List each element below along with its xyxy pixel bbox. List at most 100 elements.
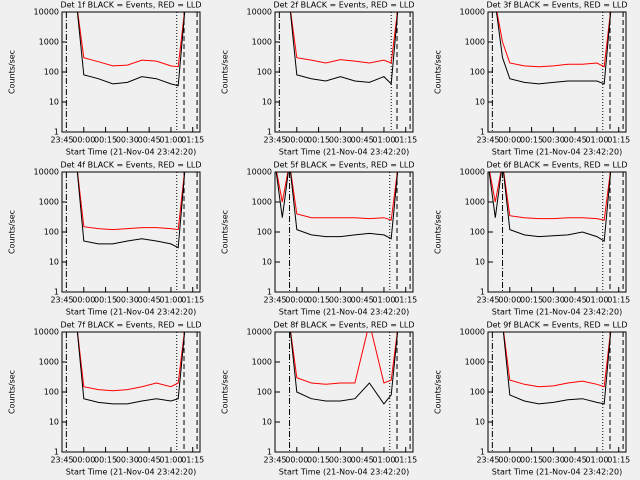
y-tick-label: 10	[49, 418, 59, 427]
y-tick-label: 10000	[34, 168, 59, 177]
x-tick-label: 00:30	[542, 296, 565, 305]
x-tick-label: 00:45	[564, 296, 587, 305]
y-tick-label: 1	[54, 448, 59, 457]
x-tick-label: 00:15	[520, 456, 543, 465]
x-tick-label: 00:15	[94, 136, 117, 145]
y-axis-label: Counts/sec	[221, 370, 230, 414]
y-tick-label: 10000	[460, 8, 485, 17]
x-tick-label: 00:00	[285, 136, 308, 145]
y-tick-label: 100	[257, 388, 272, 397]
panel: Det 5f BLACK = Events, RED = LLD Start Ti…	[221, 161, 418, 317]
x-tick-label: 23:45	[50, 296, 73, 305]
x-tick-label: 00:30	[116, 136, 139, 145]
x-tick-label: 00:00	[285, 456, 308, 465]
panel: Det 7f BLACK = Events, RED = LLD Start Ti…	[8, 321, 205, 477]
x-tick-label: 23:45	[50, 136, 73, 145]
chart-title: Det 3f BLACK = Events, RED = LLD	[486, 1, 627, 10]
x-tick-label: 01:00	[159, 136, 182, 145]
y-tick-label: 100	[257, 228, 272, 237]
x-tick-label: 00:45	[564, 136, 587, 145]
x-tick-label: 23:45	[476, 296, 499, 305]
x-tick-label: 00:00	[285, 296, 308, 305]
x-tick-label: 00:30	[329, 296, 352, 305]
chart-title: Det 4f BLACK = Events, RED = LLD	[60, 161, 201, 170]
y-tick-label: 1	[54, 288, 59, 297]
panel: Det 6f BLACK = Events, RED = LLD Start Ti…	[434, 161, 631, 317]
series-line	[495, 12, 612, 85]
x-tick-label: 00:00	[498, 296, 521, 305]
y-tick-label: 10000	[247, 328, 272, 337]
x-tick-label: 01:00	[159, 456, 182, 465]
series-line	[488, 172, 612, 242]
x-tick-label: 00:45	[138, 456, 161, 465]
y-axis-label: Counts/sec	[8, 50, 17, 94]
y-tick-label: 1000	[465, 38, 485, 47]
x-tick-label: 23:45	[476, 456, 499, 465]
y-tick-label: 10000	[460, 328, 485, 337]
y-tick-label: 1	[480, 448, 485, 457]
chart-title: Det 2f BLACK = Events, RED = LLD	[273, 1, 414, 10]
y-tick-label: 10000	[34, 8, 59, 17]
x-tick-label: 23:45	[476, 136, 499, 145]
series-line	[77, 332, 185, 392]
y-tick-label: 1	[480, 128, 485, 137]
x-tick-label: 00:45	[138, 136, 161, 145]
y-tick-label: 10000	[34, 328, 59, 337]
chart-title: Det 6f BLACK = Events, RED = LLD	[486, 161, 627, 170]
x-tick-label: 23:45	[263, 296, 286, 305]
x-axis-label: Start Time (21-Nov-04 23:42:20)	[66, 148, 196, 157]
y-tick-label: 10	[49, 98, 59, 107]
series-line	[502, 332, 612, 405]
x-tick-label: 01:00	[585, 456, 608, 465]
plot-frame	[274, 331, 414, 453]
y-tick-label: 1000	[252, 38, 272, 47]
x-tick-label: 01:00	[585, 296, 608, 305]
series-line	[275, 172, 399, 240]
y-tick-label: 100	[470, 68, 485, 77]
series-line	[76, 172, 186, 249]
y-tick-label: 1000	[252, 358, 272, 367]
y-axis-label: Counts/sec	[221, 210, 230, 254]
x-tick-label: 00:00	[498, 136, 521, 145]
y-tick-label: 1	[480, 288, 485, 297]
x-tick-label: 01:15	[181, 136, 204, 145]
x-tick-label: 00:30	[116, 296, 139, 305]
y-axis-label: Counts/sec	[434, 370, 443, 414]
x-axis-label: Start Time (21-Nov-04 23:42:20)	[279, 148, 409, 157]
x-axis-label: Start Time (21-Nov-04 23:42:20)	[492, 308, 622, 317]
series-line	[289, 332, 399, 405]
y-tick-label: 1000	[465, 198, 485, 207]
x-tick-label: 01:00	[372, 456, 395, 465]
series-line	[289, 12, 399, 86]
x-tick-label: 01:15	[394, 296, 417, 305]
panel: Det 1f BLACK = Events, RED = LLD Start Ti…	[8, 1, 205, 157]
y-tick-label: 10000	[460, 168, 485, 177]
panel: Det 8f BLACK = Events, RED = LLD Start Ti…	[221, 321, 418, 477]
x-tick-label: 00:15	[520, 296, 543, 305]
y-axis-label: Counts/sec	[8, 370, 17, 414]
x-tick-label: 00:15	[307, 456, 330, 465]
x-axis-label: Start Time (21-Nov-04 23:42:20)	[492, 148, 622, 157]
x-tick-label: 01:00	[159, 296, 182, 305]
chart-title: Det 7f BLACK = Events, RED = LLD	[60, 321, 201, 330]
x-axis-label: Start Time (21-Nov-04 23:42:20)	[279, 308, 409, 317]
y-tick-label: 100	[44, 68, 59, 77]
y-tick-label: 10	[475, 418, 485, 427]
x-tick-label: 00:45	[564, 456, 587, 465]
x-tick-label: 00:15	[94, 456, 117, 465]
x-tick-label: 00:00	[72, 296, 95, 305]
panel: Det 3f BLACK = Events, RED = LLD Start Ti…	[434, 1, 631, 157]
x-tick-label: 00:15	[307, 296, 330, 305]
x-tick-label: 01:15	[607, 296, 630, 305]
x-tick-label: 00:15	[94, 296, 117, 305]
series-line	[496, 12, 611, 68]
x-tick-label: 00:00	[72, 456, 95, 465]
x-tick-label: 01:15	[607, 136, 630, 145]
x-tick-label: 23:45	[50, 456, 73, 465]
x-tick-label: 01:15	[181, 456, 204, 465]
panel: Det 2f BLACK = Events, RED = LLD Start Ti…	[221, 1, 418, 157]
x-tick-label: 23:45	[263, 136, 286, 145]
y-axis-label: Counts/sec	[221, 50, 230, 94]
y-tick-label: 100	[44, 228, 59, 237]
